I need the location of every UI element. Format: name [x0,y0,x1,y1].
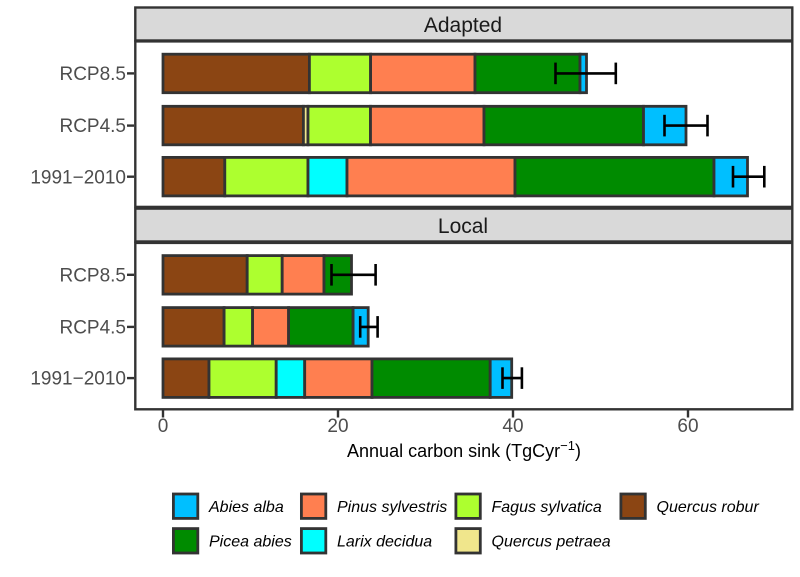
svg-text:Adapted: Adapted [424,14,502,37]
svg-text:20: 20 [327,416,348,437]
svg-text:Larix decidua: Larix decidua [337,533,432,550]
svg-text:RCP8.5: RCP8.5 [59,64,126,85]
svg-text:Fagus sylvatica: Fagus sylvatica [492,499,602,516]
svg-text:Local: Local [438,215,488,238]
svg-text:Annual carbon sink (TgCyr−1): Annual carbon sink (TgCyr−1) [347,438,581,461]
svg-text:Abies alba: Abies alba [208,499,284,516]
svg-text:1991−2010: 1991−2010 [30,167,126,188]
svg-text:RCP4.5: RCP4.5 [59,318,126,339]
svg-text:1991−2010: 1991−2010 [30,369,126,390]
svg-text:60: 60 [677,416,698,437]
svg-text:Picea abies: Picea abies [209,533,292,550]
svg-text:Quercus robur: Quercus robur [657,499,760,516]
svg-text:40: 40 [502,416,523,437]
svg-text:RCP8.5: RCP8.5 [59,265,126,286]
svg-text:Pinus sylvestris: Pinus sylvestris [337,499,447,516]
svg-text:0: 0 [158,416,169,437]
svg-text:RCP4.5: RCP4.5 [59,116,126,137]
svg-text:Quercus petraea: Quercus petraea [492,533,611,550]
